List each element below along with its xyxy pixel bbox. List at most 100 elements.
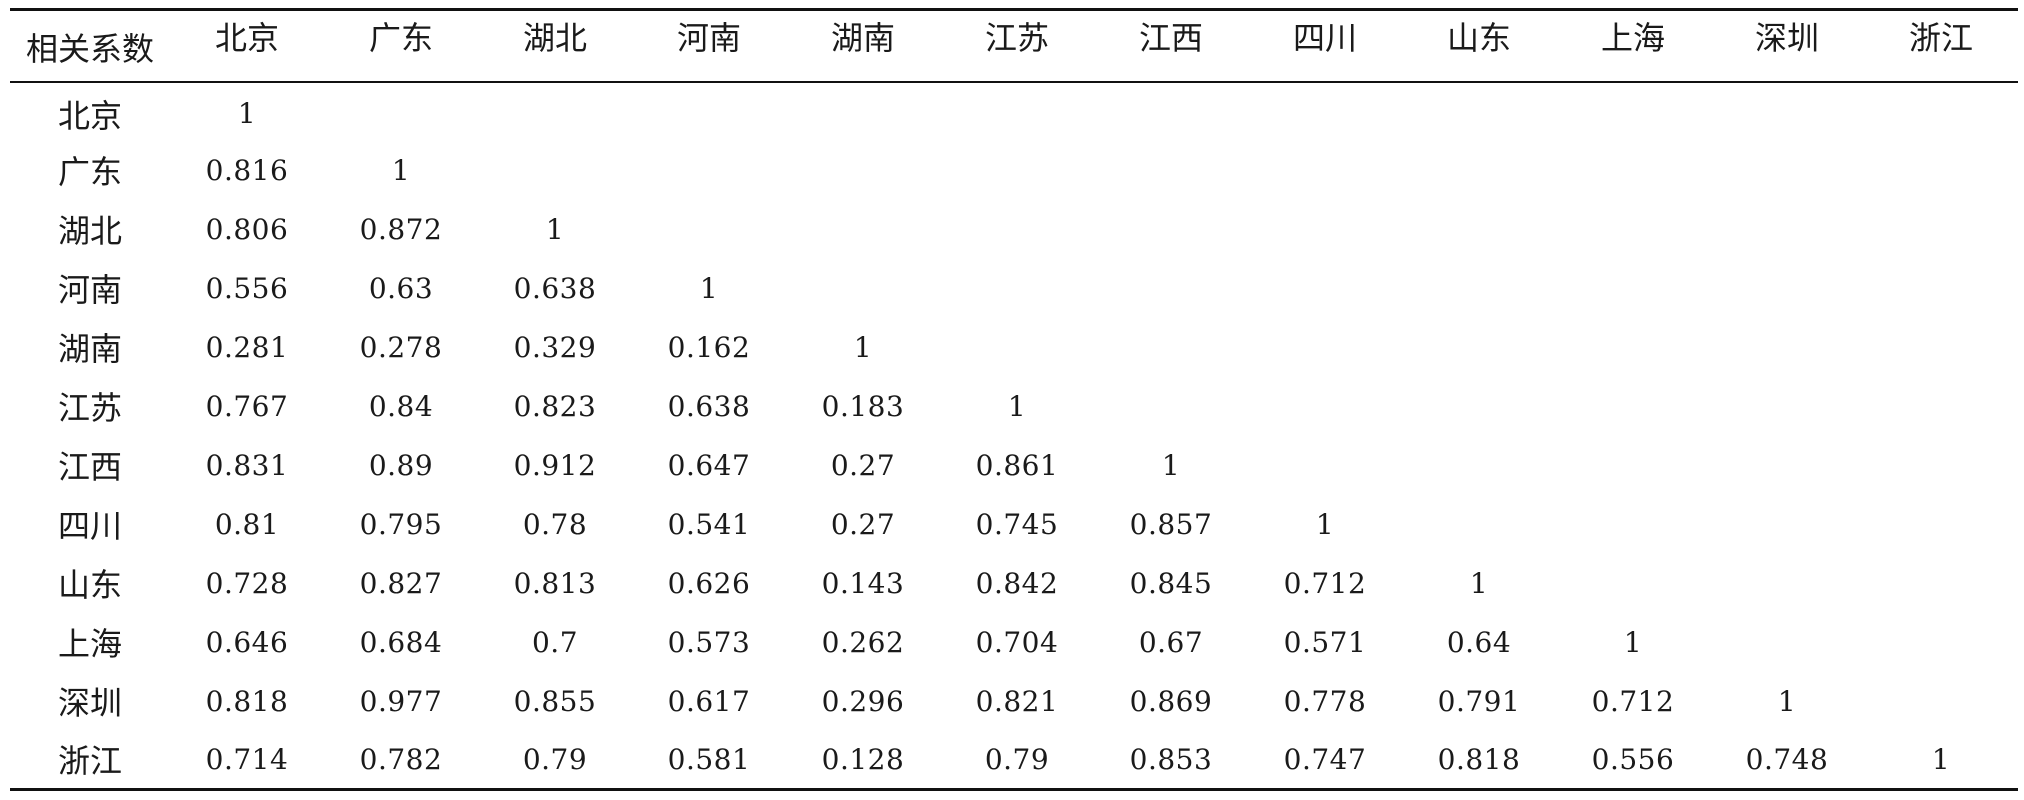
table-cell: 0.872 [359, 212, 443, 246]
table-cell: 0.81 [214, 507, 280, 541]
table-cell: 0.821 [975, 684, 1059, 718]
table-cell [1402, 495, 1556, 554]
row-header: 河南 [57, 271, 122, 309]
table-cell [478, 82, 632, 141]
table-cell [1556, 259, 1710, 318]
table-row: 广东 0.816 1 [10, 141, 2018, 200]
table-cell: 0.767 [205, 389, 289, 423]
table-cell [1556, 436, 1710, 495]
table-cell: 1 [1864, 730, 2018, 791]
table-cell: 1 [1007, 389, 1027, 423]
table-cell [1556, 495, 1710, 554]
table-cell: 0.27 [830, 448, 896, 482]
table-cell: 1 [1469, 566, 1489, 600]
table-cell: 0.791 [1437, 684, 1521, 718]
table-cell: 0.64 [1446, 625, 1512, 659]
table-cell: 0.912 [513, 448, 597, 482]
table-cell [940, 318, 1094, 377]
table-cell [1248, 141, 1402, 200]
table-cell: 0.143 [821, 566, 905, 600]
table-cell: 1 [391, 153, 411, 187]
table-cell [1710, 613, 1864, 672]
table-cell [1864, 554, 2018, 613]
column-header: 山东 [1402, 8, 1556, 83]
table-row: 湖南 0.281 0.278 0.329 0.162 1 [10, 318, 2018, 377]
table-cell: 0.845 [1129, 566, 1213, 600]
table-cell: 0.831 [205, 448, 289, 482]
table-cell [1094, 141, 1248, 200]
table-row: 江西 0.831 0.89 0.912 0.647 0.27 0.861 1 [10, 436, 2018, 495]
table-cell [1556, 200, 1710, 259]
table-cell: 0.556 [1556, 730, 1710, 791]
row-header: 四川 [57, 507, 122, 545]
table-cell [1402, 82, 1556, 141]
table-cell [1864, 613, 2018, 672]
table-cell [1248, 377, 1402, 436]
table-cell [478, 141, 632, 200]
table-cell: 0.869 [1129, 684, 1213, 718]
table-cell: 1 [237, 97, 257, 130]
table-cell [632, 82, 786, 141]
table-cell: 0.646 [205, 625, 289, 659]
row-header: 深圳 [57, 684, 122, 722]
table-cell: 0.162 [667, 330, 751, 364]
table-cell: 0.281 [205, 330, 289, 364]
table-cell [1710, 318, 1864, 377]
table-cell: 0.638 [513, 271, 597, 305]
table-cell [1710, 82, 1864, 141]
table-cell [1864, 377, 2018, 436]
table-cell [1710, 377, 1864, 436]
table-row: 湖北 0.806 0.872 1 [10, 200, 2018, 259]
table-cell: 0.747 [1248, 730, 1402, 791]
column-header: 北京 [170, 8, 324, 83]
table-cell: 0.853 [1094, 730, 1248, 791]
table-cell: 0.573 [667, 625, 751, 659]
table-cell [1710, 554, 1864, 613]
table-cell [1094, 377, 1248, 436]
table-cell: 0.778 [1283, 684, 1367, 718]
table-cell [1864, 141, 2018, 200]
table-cell [1094, 259, 1248, 318]
table-cell [1556, 377, 1710, 436]
table-cell [1556, 318, 1710, 377]
table-cell: 0.7 [531, 625, 579, 659]
table-cell [1556, 82, 1710, 141]
table-cell [1864, 259, 2018, 318]
table-cell [1248, 436, 1402, 495]
table-cell: 0.89 [368, 448, 434, 482]
table-cell [1710, 200, 1864, 259]
row-header: 广东 [57, 153, 122, 191]
table-cell [1710, 436, 1864, 495]
table-cell [1864, 318, 2018, 377]
table-cell: 0.816 [205, 153, 289, 187]
table-cell: 0.79 [940, 730, 1094, 791]
table-cell: 0.27 [830, 507, 896, 541]
table-cell: 0.795 [359, 507, 443, 541]
table-cell [1864, 436, 2018, 495]
table-cell: 0.813 [513, 566, 597, 600]
table-cell: 0.748 [1710, 730, 1864, 791]
table-cell: 0.857 [1129, 507, 1213, 541]
table-row: 北京 1 [10, 82, 2018, 141]
table-cell [1864, 495, 2018, 554]
header-row: 相关系数 北京 广东 湖北 河南 湖南 江苏 江西 四川 山东 上海 深圳 浙江 [10, 8, 2018, 83]
table-cell: 0.84 [368, 389, 434, 423]
table-row: 山东 0.728 0.827 0.813 0.626 0.143 0.842 0.845 0.7… [10, 554, 2018, 613]
table-row: 四川 0.81 0.795 0.78 0.541 0.27 0.745 0.857 1 [10, 495, 2018, 554]
table-row: 浙江 0.714 0.782 0.79 0.581 0.128 0.79 0.853 0.747… [10, 730, 2018, 791]
table-cell [786, 82, 940, 141]
table-cell: 0.818 [1402, 730, 1556, 791]
table-cell [940, 259, 1094, 318]
table-cell: 0.861 [975, 448, 1059, 482]
table-cell [1402, 436, 1556, 495]
row-header: 江西 [57, 448, 122, 486]
table-cell: 1 [1777, 684, 1797, 718]
table-cell [940, 200, 1094, 259]
table-cell [1710, 495, 1864, 554]
table-cell [1248, 200, 1402, 259]
table-cell: 0.712 [1283, 566, 1367, 600]
table-cell: 1 [699, 271, 719, 305]
table-row: 江苏 0.767 0.84 0.823 0.638 0.183 1 [10, 377, 2018, 436]
row-header: 江苏 [57, 389, 122, 427]
table-row: 河南 0.556 0.63 0.638 1 [10, 259, 2018, 318]
